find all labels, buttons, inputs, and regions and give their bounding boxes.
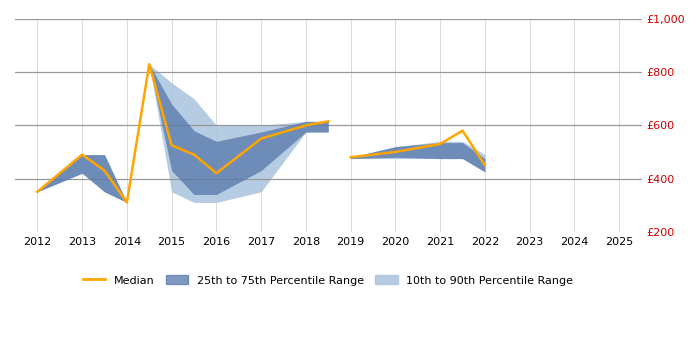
Legend: Median, 25th to 75th Percentile Range, 10th to 90th Percentile Range: Median, 25th to 75th Percentile Range, 1…	[78, 271, 578, 290]
